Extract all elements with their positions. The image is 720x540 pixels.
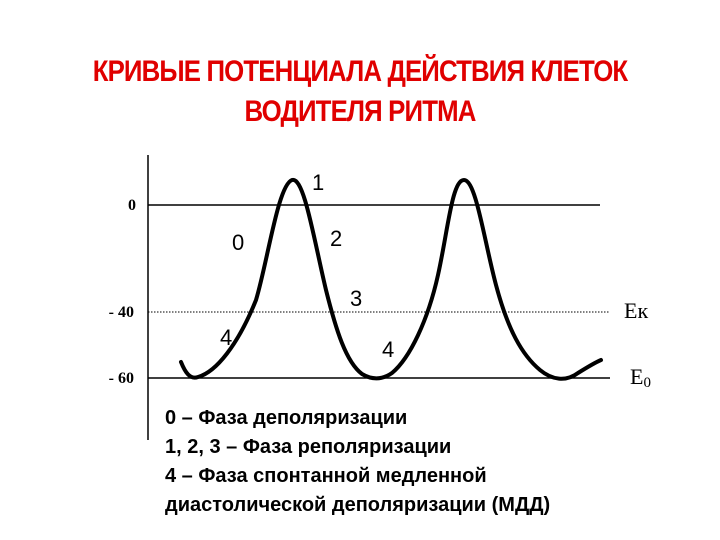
tick-label-minus-60: - 60 (109, 370, 134, 387)
phase-label-4-second: 4 (382, 337, 394, 362)
legend-line-3: 4 – Фаза спонтанной медленной (165, 465, 487, 487)
tick-label-minus-40: - 40 (109, 304, 134, 321)
phase-label-4-first: 4 (220, 325, 232, 350)
legend-line-1: 0 – Фаза деполяризации (165, 407, 408, 429)
phase-legend: 0 – Фаза деполяризации 1, 2, 3 – Фаза ре… (165, 404, 550, 520)
slide-title: КРИВЫЕ ПОТЕНЦИАЛА ДЕЙСТВИЯ КЛЕТОК ВОДИТЕ… (50, 52, 669, 132)
ek-level-label: Eк (624, 298, 648, 323)
phase-label-1: 1 (312, 170, 324, 195)
phase-label-2: 2 (330, 226, 342, 251)
legend-line-4: диастолической деполяризации (МДД) (165, 494, 551, 516)
title-line-2: ВОДИТЕЛЯ РИТМА (244, 95, 476, 128)
phase-label-0: 0 (232, 230, 244, 255)
e0-level-label: E0 (630, 364, 651, 391)
title-line-1: КРИВЫЕ ПОТЕНЦИАЛА ДЕЙСТВИЯ КЛЕТОК (92, 55, 628, 88)
legend-line-2: 1, 2, 3 – Фаза реполяризации (165, 436, 452, 458)
phase-label-3: 3 (350, 286, 362, 311)
action-potential-curve (179, 178, 603, 381)
tick-label-0: 0 (128, 197, 136, 214)
